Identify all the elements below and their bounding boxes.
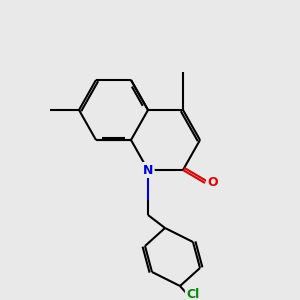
Text: N: N (143, 164, 153, 176)
Text: Cl: Cl (186, 289, 200, 300)
Text: O: O (208, 176, 218, 190)
